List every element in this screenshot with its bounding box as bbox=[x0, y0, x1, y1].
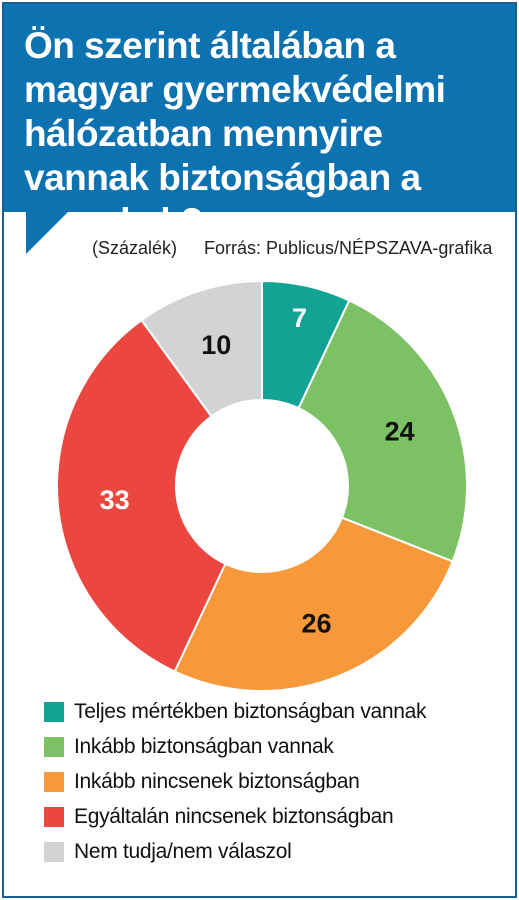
donut-slices bbox=[56, 279, 468, 692]
slice-value-label: 24 bbox=[385, 417, 415, 447]
legend-item: Egyáltalán nincsenek biztonságban bbox=[44, 799, 426, 834]
legend-label: Inkább biztonságban vannak bbox=[74, 734, 334, 758]
legend-swatch bbox=[44, 771, 64, 792]
legend-item: Teljes mértékben biztonságban vannak bbox=[44, 694, 427, 729]
slice-value-label: 10 bbox=[201, 330, 231, 360]
legend-label: Nem tudja/nem válaszol bbox=[74, 839, 292, 863]
title-banner: Ön szerint általában a magyar gyermekvéd… bbox=[4, 4, 515, 242]
chart-legend: Teljes mértékben biztonságban vannak Inká… bbox=[44, 694, 427, 869]
donut-slice-2 bbox=[297, 299, 468, 563]
donut-value-labels: 7 24 26 33 10 bbox=[100, 303, 415, 638]
slice-value-label: 26 bbox=[301, 609, 331, 639]
donut-slice-3 bbox=[173, 516, 454, 692]
chart-title: Ön szerint általában a magyar gyermekvéd… bbox=[24, 25, 446, 242]
donut-slice-4 bbox=[56, 318, 227, 673]
slice-value-label: 7 bbox=[292, 303, 307, 333]
legend-swatch bbox=[44, 806, 64, 827]
legend-label: Teljes mértékben biztonságban vannak bbox=[74, 699, 427, 723]
donut-chart: 7 24 26 33 10 bbox=[56, 279, 468, 692]
title-banner-tail bbox=[26, 210, 70, 254]
donut-slice-5 bbox=[140, 279, 263, 418]
legend-label: Inkább nincsenek biztonságban bbox=[74, 769, 360, 793]
legend-item: Inkább nincsenek biztonságban bbox=[44, 764, 426, 799]
unit-label: (Százalék) bbox=[92, 238, 178, 258]
legend-item: Nem tudja/nem válaszol bbox=[44, 834, 426, 869]
legend-swatch bbox=[44, 701, 64, 722]
legend-swatch bbox=[44, 841, 64, 862]
legend-item: Inkább biztonságban vannak bbox=[44, 729, 426, 764]
legend-label: Egyáltalán nincsenek biztonságban bbox=[74, 804, 394, 828]
legend-swatch bbox=[44, 736, 64, 757]
slice-value-label: 33 bbox=[100, 485, 130, 515]
source-label: Forrás: Publicus/NÉPSZAVA-grafika bbox=[204, 238, 493, 258]
